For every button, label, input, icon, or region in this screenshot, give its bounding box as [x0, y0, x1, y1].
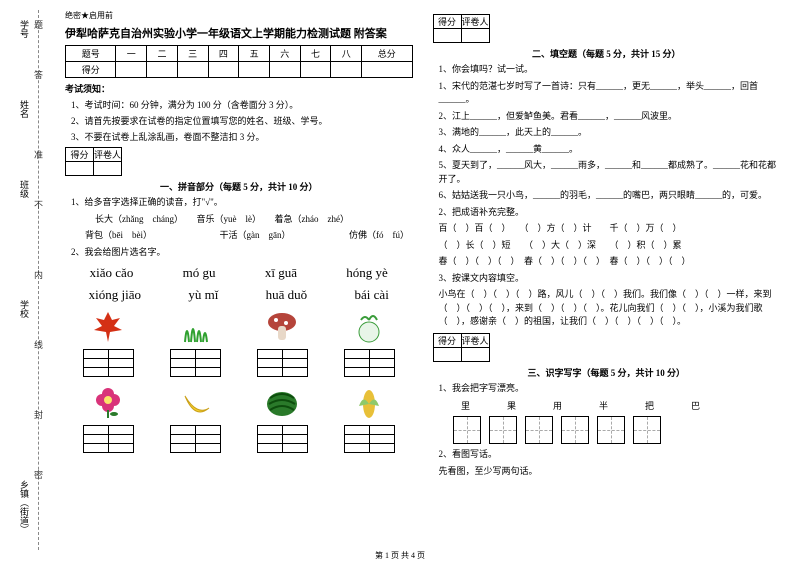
- banana-icon: [170, 385, 220, 421]
- notice-title: 考试须知：: [65, 82, 413, 95]
- notice-item: 1、考试时间：60 分钟，满分为 100 分（含卷面分 3 分）。: [71, 98, 413, 111]
- label-town: 乡镇（街道）: [18, 480, 31, 534]
- pinyin-row: xióng jiāo yù mǐ huā duǒ bái cài: [65, 287, 413, 303]
- seal-char: 密: [32, 470, 45, 479]
- seal-char: 封: [32, 410, 45, 419]
- label-student-id: 学号: [18, 20, 31, 38]
- binding-sidebar: 学号 姓名 班级 学校 乡镇（街道） 题 答 准 不 内 线 封 密: [0, 0, 50, 565]
- grass-icon: [170, 309, 220, 345]
- tianzige-cell[interactable]: [489, 416, 517, 444]
- label-school: 学校: [18, 300, 31, 318]
- answer-grid[interactable]: [344, 425, 395, 453]
- score-mini-table: 得分评卷人: [65, 147, 122, 176]
- answer-grid[interactable]: [257, 349, 308, 377]
- char-item: 里: [453, 399, 479, 412]
- s2-q2-line: 春（ ）（ ）（ ） 春（ ）（ ）（ ） 春（ ）（ ）（ ）: [439, 255, 781, 269]
- pinyin-item: yù mǐ: [188, 287, 218, 303]
- tianzige-row: [453, 416, 781, 444]
- pinyin-item: huā duǒ: [266, 287, 308, 303]
- answer-grid[interactable]: [344, 349, 395, 377]
- answer-grid[interactable]: [170, 425, 221, 453]
- pinyin-item: hóng yè: [346, 265, 388, 281]
- pinyin-item: xióng jiāo: [89, 287, 141, 303]
- table-row: 题号 一 二 三 四 五 六 七 八 总分: [66, 46, 413, 62]
- tianzige-cell[interactable]: [597, 416, 625, 444]
- seal-char: 内: [32, 270, 45, 279]
- q1-line: 背包（bēi bèi） 干活（gàn gān） 仿佛（fó fú）: [85, 229, 413, 243]
- s3-q2: 2、看图写话。: [439, 448, 781, 462]
- char-item: 果: [499, 399, 525, 412]
- tianzige-cell[interactable]: [633, 416, 661, 444]
- icon-row-1: [65, 309, 413, 345]
- s2-q1-line: 4、众人______，______黄______。: [439, 143, 781, 157]
- pinyin-item: bái cài: [355, 287, 389, 303]
- char-item: 用: [545, 399, 571, 412]
- exam-title: 伊犁哈萨克自治州实验小学一年级语文上学期能力检测试题 附答案: [65, 25, 413, 41]
- seal-char: 答: [32, 70, 45, 79]
- right-column: 得分评卷人 二、填空题（每题 5 分，共计 15 分） 1、你会填吗？试一试。 …: [423, 10, 791, 555]
- page-content: 绝密★启用前 伊犁哈萨克自治州实验小学一年级语文上学期能力检测试题 附答案 题号…: [55, 10, 790, 555]
- score-mini-table: 得分评卷人: [433, 14, 490, 43]
- s2-q2-line: 百（ ）百（ ） （ ）方（ ）计 千（ ）万（ ）: [439, 222, 781, 236]
- tianzige-cell[interactable]: [561, 416, 589, 444]
- cabbage-icon: [344, 309, 394, 345]
- char-item: 半: [591, 399, 617, 412]
- s2-q3-line: 小鸟在（ ）（ ）（ ）路，风儿（ ）（ ）我们。我们像（ ）（ ）一样，来到（…: [439, 288, 781, 329]
- s2-q2-line: （ ）长（ ）短 （ ）大（ ）深 （ ）积（ ）累: [439, 239, 781, 253]
- pinyin-item: xiǎo cǎo: [90, 265, 134, 281]
- s2-q1-line: 2、江上______，但爱鲈鱼美。君看______，______风波里。: [439, 110, 781, 124]
- answer-grid[interactable]: [83, 349, 134, 377]
- table-row: 得分: [66, 62, 413, 78]
- s2-q1-line: 3、满地的______，此天上的______。: [439, 126, 781, 140]
- char-row: 里 果 用 半 把 巴: [453, 399, 781, 412]
- q1-line: 长大（zhǎng cháng） 音乐（yuè lè） 着急（zháo zhé）: [95, 213, 413, 227]
- s2-q1: 1、你会填吗？试一试。: [439, 63, 781, 77]
- answer-grid[interactable]: [257, 425, 308, 453]
- secret-label: 绝密★启用前: [65, 10, 413, 21]
- seal-char: 线: [32, 340, 45, 349]
- answer-grid[interactable]: [170, 349, 221, 377]
- q2: 2、我会给图片选名字。: [71, 246, 413, 260]
- score-mini-table: 得分评卷人: [433, 333, 490, 362]
- pinyin-item: mó gu: [183, 265, 216, 281]
- sealing-line: [38, 10, 39, 550]
- pinyin-item: xī guā: [265, 265, 297, 281]
- s2-q1-line: 5、夏天到了，______风大，______雨多，______和______都成…: [439, 159, 781, 186]
- tianzige-cell[interactable]: [453, 416, 481, 444]
- q1: 1、给多音字选择正确的读音，打"√"。: [71, 196, 413, 210]
- s2-q3: 3、按课文内容填空。: [439, 272, 781, 286]
- page-footer: 第 1 页 共 4 页: [0, 550, 800, 561]
- char-item: 巴: [683, 399, 709, 412]
- s3-q2-sub: 先看图，至少写两句话。: [439, 465, 781, 479]
- score-table: 题号 一 二 三 四 五 六 七 八 总分 得分: [65, 45, 413, 78]
- s3-q1: 1、我会把字写漂亮。: [439, 382, 781, 396]
- answer-grid-row: [65, 425, 413, 453]
- section1-title: 一、拼音部分（每题 5 分，共计 10 分）: [65, 180, 413, 193]
- flower-icon: [83, 385, 133, 421]
- char-item: 把: [637, 399, 663, 412]
- pinyin-row: xiǎo cǎo mó gu xī guā hóng yè: [65, 265, 413, 281]
- label-name: 姓名: [18, 100, 31, 118]
- seal-char: 准: [32, 150, 45, 159]
- label-class: 班级: [18, 180, 31, 198]
- s2-q1-line: 6、姑姑送我一只小鸟，______的羽毛，______的嘴巴，两只眼睛_____…: [439, 189, 781, 203]
- answer-grid[interactable]: [83, 425, 134, 453]
- s2-q1-line: 1、宋代的范湛七岁时写了一首诗：只有______，更无______，举头____…: [439, 80, 781, 107]
- maple-leaf-icon: [83, 309, 133, 345]
- answer-grid-row: [65, 349, 413, 377]
- seal-char: 题: [32, 20, 45, 29]
- notice-item: 3、不要在试卷上乱涂乱画，卷面不整洁扣 3 分。: [71, 130, 413, 143]
- section3-title: 三、识字写字（每题 5 分，共计 10 分）: [433, 366, 781, 379]
- corn-icon: [344, 385, 394, 421]
- section2-title: 二、填空题（每题 5 分，共计 15 分）: [433, 47, 781, 60]
- notice-item: 2、请首先按要求在试卷的指定位置填写您的姓名、班级、学号。: [71, 114, 413, 127]
- mushroom-icon: [257, 309, 307, 345]
- tianzige-cell[interactable]: [525, 416, 553, 444]
- left-column: 绝密★启用前 伊犁哈萨克自治州实验小学一年级语文上学期能力检测试题 附答案 题号…: [55, 10, 423, 555]
- seal-char: 不: [32, 200, 45, 209]
- s2-q2: 2、把成语补充完整。: [439, 206, 781, 220]
- icon-row-2: [65, 385, 413, 421]
- watermelon-icon: [257, 385, 307, 421]
